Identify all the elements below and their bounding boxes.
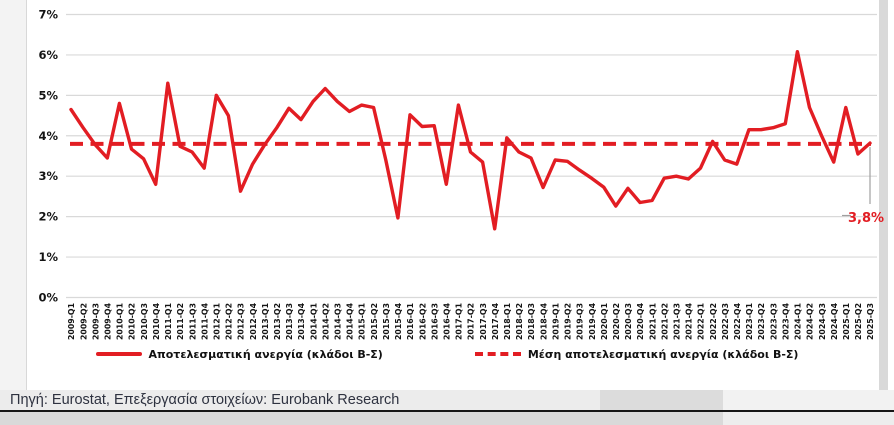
x-tick-label: 2017-Q3 [479, 303, 488, 340]
legend-label: Αποτελεσματική ανεργία (κλάδοι Β-Σ) [148, 347, 383, 361]
x-tick-label: 2009-Q3 [91, 303, 100, 340]
x-tick-label: 2019-Q1 [551, 303, 560, 340]
x-tick-label: 2013-Q1 [261, 303, 270, 340]
x-tick-label: 2009-Q4 [104, 302, 113, 340]
legend-label: Μέση αποτελεσματική ανεργία (κλάδοι Β-Σ) [527, 347, 799, 361]
x-tick-label: 2012-Q3 [237, 303, 246, 340]
right-margin-strip [879, 0, 888, 390]
x-tick-label: 2013-Q3 [285, 303, 294, 340]
x-tick-label: 2024-Q4 [830, 302, 839, 340]
x-tick-label: 2015-Q4 [394, 302, 403, 340]
x-tick-label: 2019-Q4 [588, 302, 597, 340]
y-tick-label: 1% [38, 250, 58, 264]
x-tick-label: 2023-Q3 [769, 303, 778, 340]
effective-unemployment-line [69, 50, 872, 231]
x-tick-label: 2020-Q2 [612, 303, 621, 340]
x-tick-label: 2024-Q2 [806, 303, 815, 340]
x-tick-label: 2013-Q4 [297, 302, 306, 340]
legend-item-mean-effective-unemployment: Μέση αποτελεσματική ανεργία (κλάδοι Β-Σ) [474, 347, 799, 361]
x-tick-label: 2015-Q2 [370, 303, 379, 340]
source-footer: Πηγή: Eurostat, Επεξεργασία στοιχείων: E… [0, 390, 894, 412]
y-tick-label: 6% [38, 48, 58, 62]
x-tick-label: 2018-Q1 [503, 303, 512, 340]
x-tick-label: 2011-Q3 [188, 303, 197, 340]
x-tick-label: 2025-Q2 [854, 303, 863, 340]
unemployment-line-chart: 0% 1% 2% 3% 4% 5% 6% 7% 2009-Q1 2009-Q2 2009-Q3 200… [38, 7, 884, 340]
x-tick-label: 2014-Q3 [334, 303, 343, 340]
x-tick-label: 2010-Q3 [140, 303, 149, 340]
y-tick-label: 7% [38, 7, 58, 21]
x-tick-label: 2025-Q3 [866, 303, 875, 340]
x-tick-label: 2016-Q3 [430, 303, 439, 340]
x-tick-label: 2019-Q3 [576, 303, 585, 340]
x-tick-label: 2022-Q4 [733, 302, 742, 340]
x-tick-label: 2023-Q4 [781, 302, 790, 340]
x-tick-label: 2024-Q3 [818, 303, 827, 340]
x-tick-label: 2012-Q1 [212, 303, 221, 340]
x-tick-label: 2010-Q4 [152, 302, 161, 340]
footer-bg-segment [600, 390, 723, 410]
y-tick-label: 3% [38, 169, 58, 183]
x-tick-label: 2009-Q1 [67, 303, 76, 340]
x-tick-label: 2011-Q2 [176, 303, 185, 340]
source-text: Πηγή: Eurostat, Επεξεργασία στοιχείων: E… [10, 392, 400, 408]
x-tick-label: 2025-Q1 [842, 303, 851, 340]
x-tick-label: 2021-Q1 [648, 303, 657, 340]
x-tick-label: 2021-Q2 [660, 303, 669, 340]
x-tick-label: 2012-Q4 [249, 302, 258, 340]
bottom-strip [0, 412, 723, 425]
x-tick-label: 2016-Q2 [418, 303, 427, 340]
dashed-line-swatch [474, 352, 521, 356]
x-tick-label: 2014-Q1 [309, 303, 318, 340]
x-tick-label: 2015-Q1 [358, 303, 367, 340]
x-tick-label: 2020-Q4 [636, 302, 645, 340]
legend-item-effective-unemployment: Αποτελεσματική ανεργία (κλάδοι Β-Σ) [95, 347, 383, 361]
x-tick-label: 2022-Q2 [709, 303, 718, 340]
footer-bg-segment [723, 390, 894, 410]
x-tick-label: 2023-Q2 [757, 303, 766, 340]
left-margin-strip [0, 0, 27, 390]
x-tick-label: 2016-Q1 [406, 303, 415, 340]
y-tick-label: 4% [38, 129, 58, 143]
x-tick-label: 2018-Q3 [527, 303, 536, 340]
solid-line-swatch [95, 352, 142, 356]
x-tick-label: 2021-Q4 [685, 302, 694, 340]
x-tick-label: 2023-Q1 [745, 303, 754, 340]
x-tick-label: 2024-Q1 [794, 303, 803, 340]
x-tick-label: 2018-Q4 [539, 302, 548, 340]
x-tick-label: 2016-Q4 [442, 302, 451, 340]
x-tick-label: 2009-Q2 [79, 303, 88, 340]
x-tick-label: 2022-Q3 [721, 303, 730, 340]
x-tick-label: 2017-Q2 [467, 303, 476, 340]
x-tick-label: 2019-Q2 [564, 303, 573, 340]
bottom-strip [723, 412, 894, 425]
x-tick-label: 2018-Q2 [515, 303, 524, 340]
x-tick-label: 2012-Q2 [225, 303, 234, 340]
x-tick-label: 2011-Q4 [200, 302, 209, 340]
x-tick-label: 2014-Q2 [321, 303, 330, 340]
last-value-label: 3,8% [848, 211, 884, 226]
x-tick-label: 2022-Q1 [697, 303, 706, 340]
x-tick-label: 2011-Q1 [164, 303, 173, 340]
x-tick-label: 2013-Q2 [273, 303, 282, 340]
chart-legend: Αποτελεσματική ανεργία (κλάδοι Β-Σ) Μέση… [0, 344, 894, 364]
x-tick-label: 2010-Q1 [116, 303, 125, 340]
x-tick-label: 2020-Q3 [624, 303, 633, 340]
x-tick-label: 2021-Q3 [673, 303, 682, 340]
x-tick-label: 2017-Q4 [491, 302, 500, 340]
x-tick-label: 2020-Q1 [600, 303, 609, 340]
x-tick-label: 2014-Q4 [346, 302, 355, 340]
x-tick-label: 2017-Q1 [455, 303, 464, 340]
y-tick-label: 2% [38, 210, 58, 224]
y-tick-label: 0% [38, 291, 58, 305]
x-tick-label: 2010-Q2 [128, 303, 137, 340]
x-tick-label: 2015-Q3 [382, 303, 391, 340]
y-tick-label: 5% [38, 88, 58, 102]
